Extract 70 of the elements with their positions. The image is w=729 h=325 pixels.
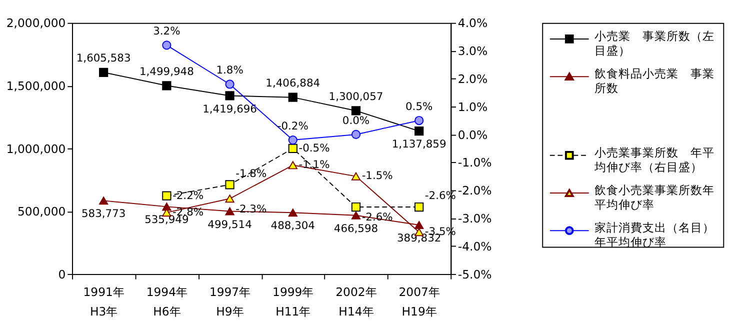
legend-label: 飲食料品小売業 事業所数: [594, 66, 715, 96]
data-label: 0.5%: [406, 100, 433, 113]
y2-tick-label: 3.0%: [458, 44, 488, 58]
point: [351, 211, 361, 220]
point: [288, 161, 298, 170]
point: [414, 116, 424, 126]
y-tick-label: 1,000,000: [6, 142, 66, 156]
data-label: 3.2%: [153, 24, 180, 38]
point: [162, 202, 172, 211]
point: [162, 191, 172, 200]
data-label: -0.2%: [277, 119, 308, 132]
x-tick-label: 2002年 H14年: [336, 284, 378, 318]
point: [99, 68, 108, 77]
point: [351, 106, 361, 116]
data-label: 1.8%: [216, 64, 244, 77]
data-label: -1.8%: [236, 166, 267, 180]
point: [225, 207, 234, 216]
point: [99, 196, 108, 205]
y-tick-label: 1,500,000: [6, 79, 66, 94]
point: [351, 172, 361, 180]
point: [225, 180, 234, 190]
point: [414, 221, 424, 230]
data-label: 1,499,948: [139, 64, 194, 78]
y2-tick-label: -1.0%: [458, 156, 492, 170]
point: [351, 202, 361, 212]
y-tick-label: 0: [58, 267, 66, 282]
data-label: 499,514: [208, 218, 252, 231]
y2-tick-label: -5.0%: [458, 267, 492, 282]
point: [414, 126, 424, 136]
data-label: -1.1%: [298, 158, 330, 172]
legend-label: 飲食小売業事業所数年平均伸び率: [594, 182, 715, 212]
data-label: 1,137,859: [392, 138, 446, 151]
y2-tick-label: 0.0%: [458, 128, 488, 142]
point: [162, 40, 172, 50]
data-label: -0.5%: [298, 141, 330, 154]
y2-tick-label: 1.0%: [458, 100, 488, 114]
data-label: 1,419,696: [202, 102, 258, 116]
x-tick-label: 2007年 H19年: [398, 284, 440, 318]
x-tick-label: 1991年 H3年: [83, 284, 125, 318]
data-label: 466,598: [334, 222, 378, 235]
x-tick-label: 1994年 H6年: [146, 284, 188, 318]
point: [225, 194, 234, 203]
x-tick-label: 1999年 H11年: [272, 284, 314, 318]
data-label: 1,605,583: [76, 52, 131, 65]
data-label: 1,300,057: [328, 90, 384, 104]
legend-label: 小売業事業所数 年平均伸び率（右目盛）: [594, 145, 715, 174]
point: [414, 202, 424, 212]
data-label: 583,773: [81, 207, 126, 220]
y2-tick-label: 4.0%: [458, 16, 488, 30]
y2-tick-label: -4.0%: [458, 239, 492, 254]
point: [288, 135, 298, 145]
data-label: 1,406,884: [266, 76, 320, 90]
y2-tick-label: -3.0%: [458, 212, 492, 226]
legend-label: 小売業 事業所数（左目盛）: [594, 28, 715, 58]
data-label: -1.5%: [362, 169, 393, 182]
x-tick-label: 1997年 H9年: [209, 284, 252, 318]
data-label: 488,304: [270, 219, 316, 232]
y-tick-label: 2,000,000: [6, 16, 66, 30]
point: [288, 92, 298, 102]
y2-tick-label: -2.0%: [458, 184, 492, 198]
y2-tick-label: 2.0%: [458, 72, 488, 86]
data-label: -2.2%: [172, 188, 204, 202]
data-label: 0.0%: [342, 114, 370, 127]
point: [351, 130, 361, 140]
point: [225, 91, 234, 100]
y-tick-label: 500,000: [17, 204, 66, 219]
point: [162, 81, 172, 90]
point: [288, 208, 298, 217]
point: [288, 144, 298, 153]
point: [225, 80, 234, 89]
